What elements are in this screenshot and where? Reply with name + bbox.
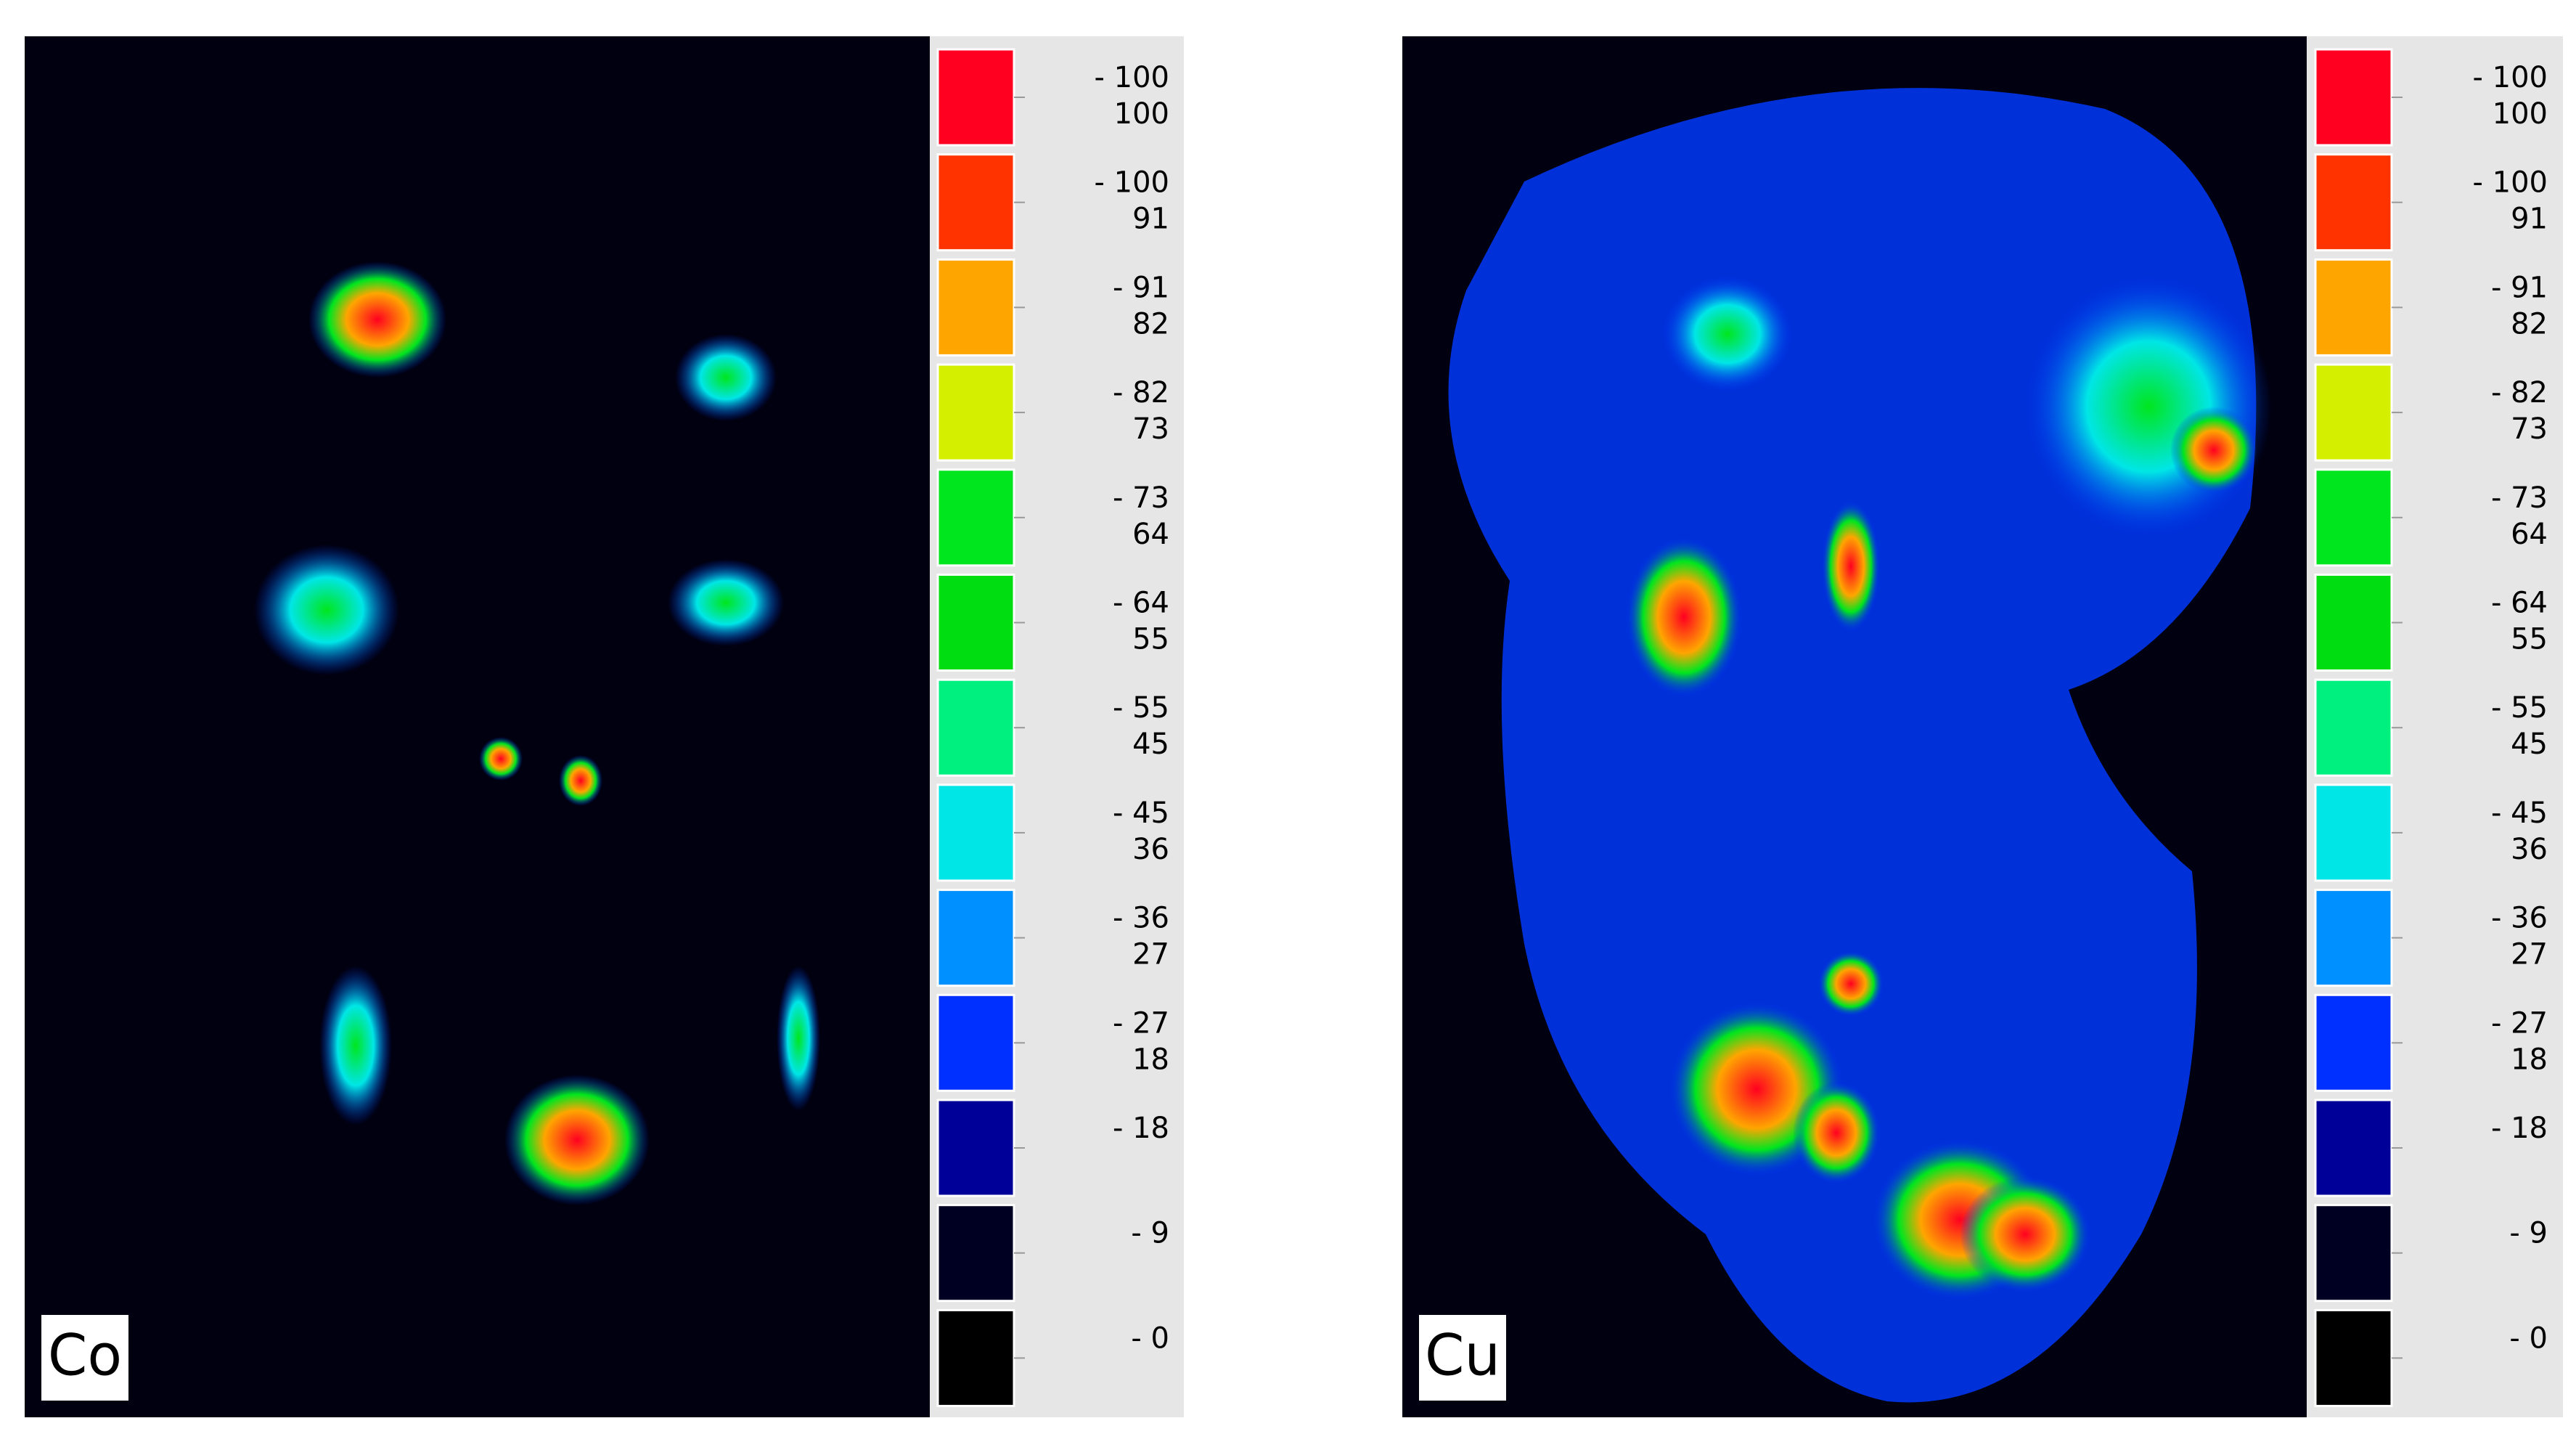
- legend-upper: - 0: [2509, 1321, 2548, 1355]
- legend-swatch: [936, 1099, 1015, 1197]
- legend-swatch: [936, 1204, 1015, 1303]
- legend-upper: - 9: [1131, 1217, 1169, 1250]
- legend-swatch: [2314, 48, 2393, 147]
- legend-upper: - 55: [2491, 691, 2548, 725]
- legend-lower: 73: [1132, 412, 1169, 446]
- legend-swatch: [936, 468, 1015, 567]
- legend-upper: - 36: [2491, 902, 2548, 935]
- legend-swatch: [2314, 363, 2393, 462]
- legend-lower: 64: [1132, 518, 1169, 551]
- legend-upper: - 36: [1113, 902, 1169, 935]
- legend-lower: 91: [2511, 203, 2548, 236]
- legend-swatch: [2314, 574, 2393, 672]
- legend-swatch: [936, 1308, 1015, 1407]
- legend-swatch: [936, 48, 1015, 147]
- legend-upper: - 9: [2509, 1217, 2548, 1250]
- co-map: Co: [25, 36, 930, 1417]
- cu-map: Cu: [1402, 36, 2307, 1417]
- legend-lower: 55: [1132, 623, 1169, 656]
- legend-swatch: [2314, 1308, 2393, 1407]
- legend-lower: 36: [2511, 833, 2548, 866]
- panel-label: Co: [48, 1323, 122, 1388]
- legend-lower: 27: [2511, 938, 2548, 971]
- legend-swatch: [2314, 1099, 2393, 1197]
- legend-lower: 100: [1114, 97, 1169, 131]
- legend-upper: - 100: [1095, 166, 1170, 200]
- legend-lower: 36: [1132, 833, 1169, 866]
- legend-swatch: [2314, 678, 2393, 777]
- legend-lower: 45: [2511, 728, 2548, 761]
- legend-swatch: [936, 153, 1015, 252]
- legend-upper: - 100: [1095, 61, 1170, 94]
- legend-upper: - 45: [1113, 797, 1169, 830]
- legend-swatch: [936, 889, 1015, 987]
- legend-upper: - 18: [1113, 1112, 1169, 1145]
- legend-upper: - 55: [1113, 691, 1169, 725]
- legend-lower: 18: [1132, 1043, 1169, 1076]
- legend-swatch: [936, 678, 1015, 777]
- legend-swatch: [936, 574, 1015, 672]
- legend-upper: - 73: [1113, 481, 1169, 515]
- legend-lower: 100: [2493, 97, 2548, 131]
- legend-upper: - 100: [2473, 61, 2548, 94]
- legend-upper: - 0: [1131, 1321, 1169, 1355]
- legend-upper: - 45: [2491, 797, 2548, 830]
- legend-upper: - 27: [1113, 1006, 1169, 1040]
- legend-lower: 64: [2511, 518, 2548, 551]
- legend-upper: - 73: [2491, 481, 2548, 515]
- legend-upper: - 91: [2491, 271, 2548, 304]
- legend-lower: 55: [2511, 623, 2548, 656]
- legend-upper: - 64: [2491, 587, 2548, 620]
- legend-swatch: [936, 363, 1015, 462]
- legend-lower: 27: [1132, 938, 1169, 971]
- legend-lower: 82: [1132, 307, 1169, 341]
- legend-lower: 45: [1132, 728, 1169, 761]
- legend-lower: 18: [2511, 1043, 2548, 1076]
- legend-swatch: [2314, 993, 2393, 1092]
- legend-swatch: [2314, 783, 2393, 882]
- legend-swatch: [936, 258, 1015, 357]
- legend-lower: 82: [2511, 307, 2548, 341]
- legend-upper: - 64: [1113, 587, 1169, 620]
- legend-swatch: [2314, 258, 2393, 357]
- panel-label: Cu: [1425, 1323, 1500, 1388]
- legend-upper: - 82: [2491, 376, 2548, 410]
- legend-swatch: [936, 993, 1015, 1092]
- legend-swatch: [2314, 889, 2393, 987]
- legend-upper: - 18: [2491, 1112, 2548, 1145]
- legend-swatch: [2314, 153, 2393, 252]
- legend-upper: - 27: [2491, 1006, 2548, 1040]
- legend-lower: 91: [1132, 203, 1169, 236]
- legend-lower: 73: [2511, 412, 2548, 446]
- legend-upper: - 91: [1113, 271, 1169, 304]
- legend-swatch: [2314, 468, 2393, 567]
- legend-swatch: [936, 783, 1015, 882]
- legend-swatch: [2314, 1204, 2393, 1303]
- legend-upper: - 100: [2473, 166, 2548, 200]
- legend-upper: - 82: [1113, 376, 1169, 410]
